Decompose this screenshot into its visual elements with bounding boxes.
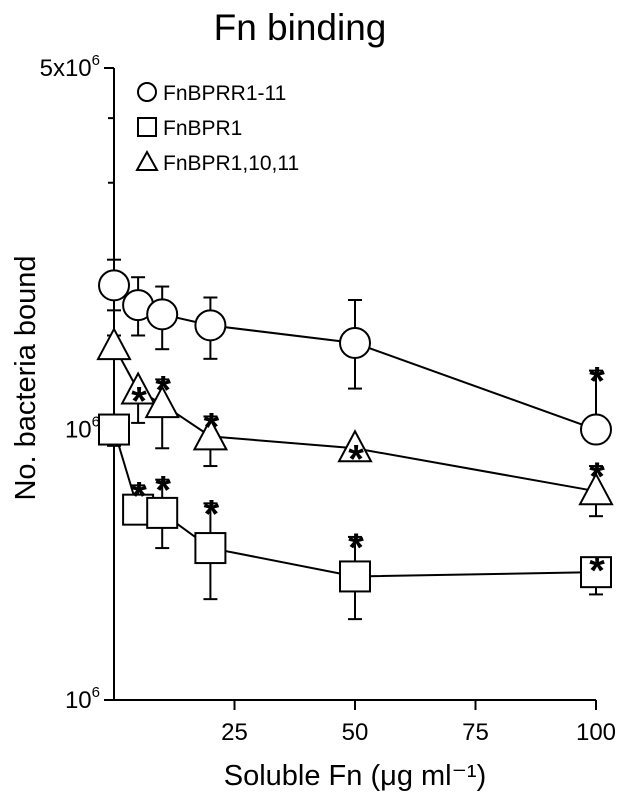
series-triangle: * *** * — [96, 326, 614, 518]
data-point — [194, 309, 227, 342]
data-point — [98, 413, 130, 446]
y-tick-label: 5x106 — [40, 52, 100, 82]
data-point — [337, 429, 373, 463]
data-point — [578, 472, 614, 506]
data-point — [96, 326, 132, 361]
series-circle: * — [98, 258, 612, 446]
legend-label: FnBPR1,10,11 — [163, 152, 299, 175]
x-tick-label: 25 — [221, 719, 248, 746]
significance-marker: * — [589, 360, 605, 404]
data-point — [146, 298, 179, 331]
x-axis-label: Soluble Fn (μg ml⁻¹) — [224, 760, 486, 792]
y-tick-exponent: 6 — [92, 52, 100, 69]
y-tick-label: 106 — [65, 414, 100, 444]
significance-marker: * — [348, 437, 364, 481]
data-point — [339, 560, 371, 593]
significance-marker: * — [204, 492, 220, 536]
y-tick-exponent: 6 — [92, 684, 100, 701]
series-square: * **** — [98, 413, 612, 621]
legend-square-icon — [137, 117, 157, 137]
y-tick-exponent: 6 — [92, 414, 100, 431]
significance-marker: * — [131, 379, 147, 423]
data-point — [98, 269, 130, 302]
data-point — [192, 417, 229, 451]
legend: FnBPRR1-11 FnBPR1 FnBPR1,10,11 — [135, 82, 299, 175]
data-point — [580, 413, 612, 446]
x-tick-label: 75 — [462, 719, 489, 746]
y-axis-label: No. bacteria bound — [10, 255, 42, 500]
data-point — [146, 496, 179, 529]
data-point — [120, 371, 156, 405]
chart-title: Fn binding — [214, 7, 387, 48]
data-point — [339, 326, 371, 359]
y-axis-label-group: No. bacteria bound — [10, 255, 42, 500]
significance-marker: * — [589, 455, 605, 499]
data-point — [144, 384, 180, 419]
significance-marker: * — [131, 474, 147, 518]
significance-marker: * — [155, 368, 171, 412]
data-point — [580, 556, 612, 589]
significance-marker: * — [348, 526, 364, 570]
legend-circle-icon — [137, 82, 157, 102]
significance-marker: * — [589, 549, 605, 593]
y-tick-label: 106 — [65, 684, 100, 714]
significance-marker: * — [155, 469, 171, 513]
legend-label: FnBPR1 — [163, 117, 242, 140]
x-tick-label: 100 — [576, 719, 616, 746]
series-layer: * ***** *** ** — [96, 258, 614, 621]
significance-marker: * — [204, 405, 220, 449]
data-point — [194, 532, 227, 565]
legend-label: FnBPRR1-11 — [163, 82, 286, 105]
x-tick-label: 50 — [342, 719, 369, 746]
legend-triangle-icon — [135, 149, 159, 171]
